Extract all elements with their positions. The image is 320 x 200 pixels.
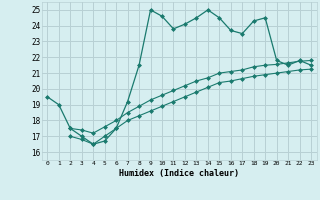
X-axis label: Humidex (Indice chaleur): Humidex (Indice chaleur) [119,169,239,178]
